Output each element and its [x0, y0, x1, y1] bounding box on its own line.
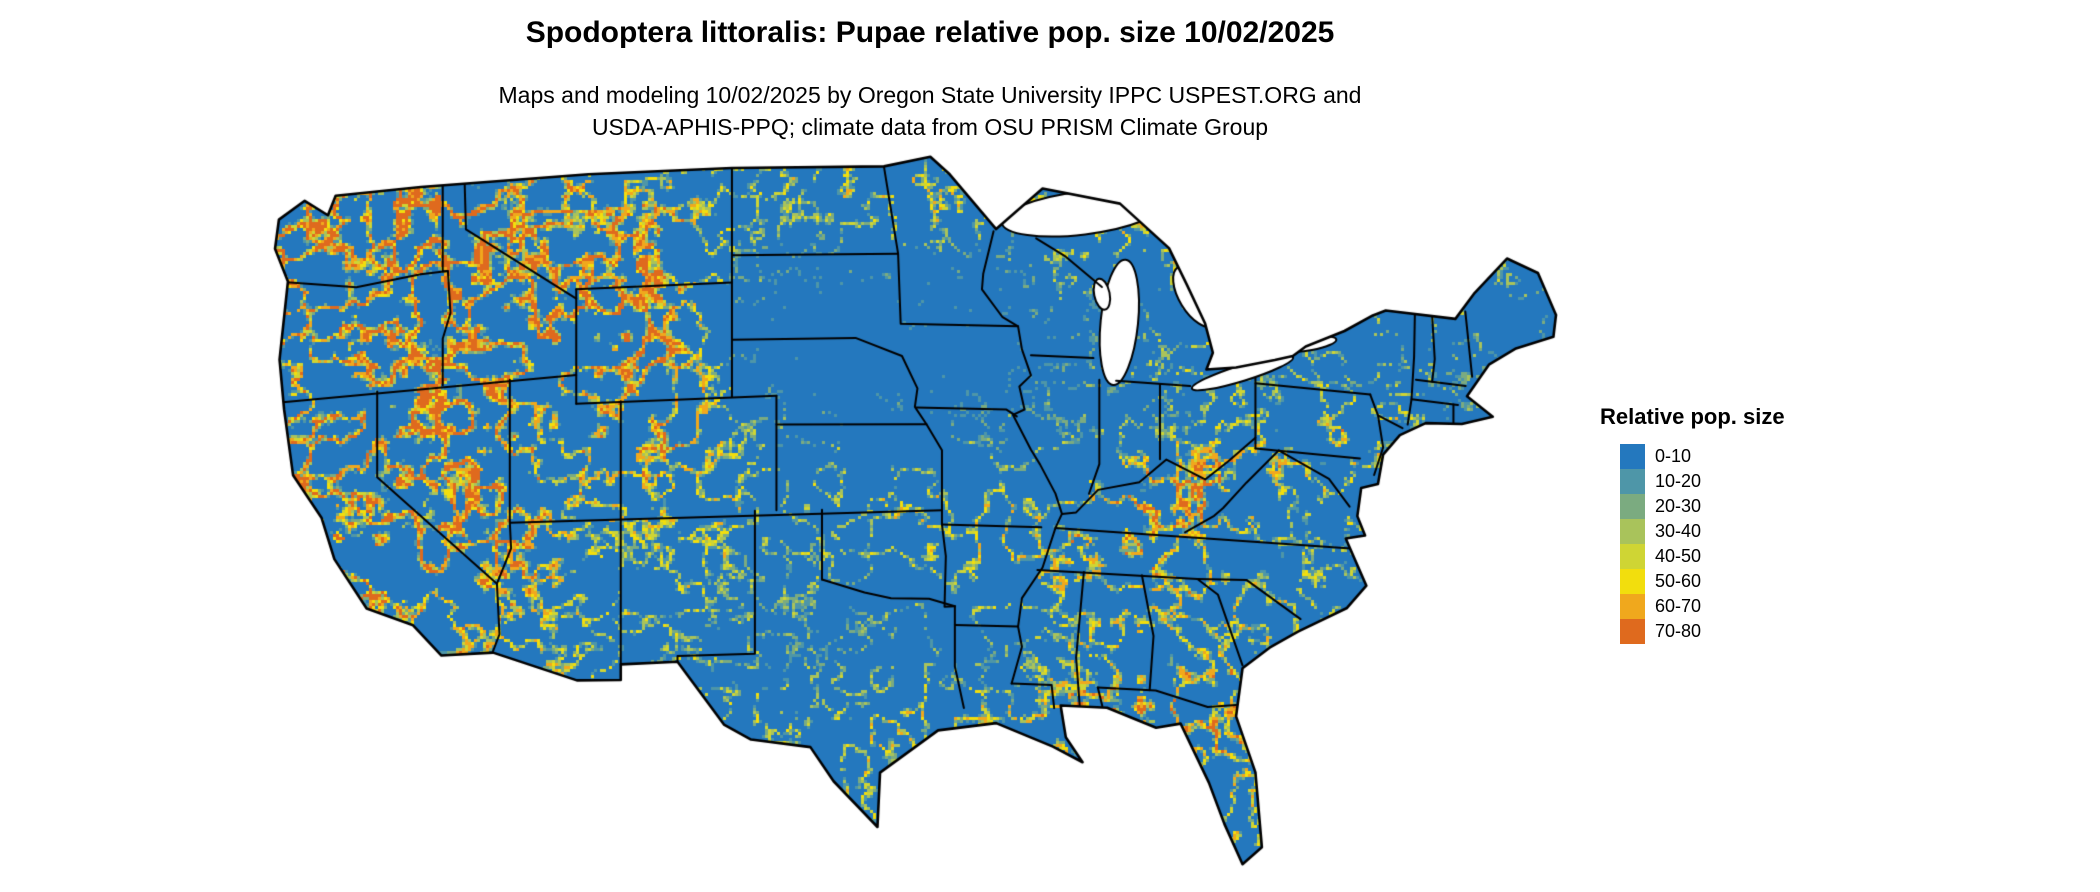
- legend-swatch: [1620, 444, 1645, 469]
- legend-item: 50-60: [1620, 569, 1785, 594]
- legend-item: 70-80: [1620, 619, 1785, 644]
- subtitle-line-1: Maps and modeling 10/02/2025 by Oregon S…: [498, 81, 1362, 108]
- legend-swatch: [1620, 594, 1645, 619]
- legend-swatch: [1620, 569, 1645, 594]
- subtitle-line-2: USDA-APHIS-PPQ; climate data from OSU PR…: [591, 113, 1269, 140]
- legend-label: 10-20: [1655, 471, 1702, 491]
- legend-swatch: [1620, 544, 1645, 569]
- legend-item: 10-20: [1620, 469, 1785, 494]
- legend-item: 60-70: [1620, 594, 1785, 619]
- legend-swatch: [1620, 469, 1645, 494]
- figure-header: Spodoptera littoralis: Pupae relative po…: [0, 16, 1860, 143]
- legend-swatch: [1620, 619, 1645, 644]
- legend-title: Relative pop. size: [1600, 404, 1785, 429]
- legend-label: 0-10: [1655, 446, 1692, 466]
- legend-items: 0-10 10-20 20-30 30-40 40-50 50-60 60-70 70-80: [1620, 444, 1785, 644]
- legend-item: 0-10: [1620, 444, 1785, 469]
- legend-label: 40-50: [1655, 546, 1702, 566]
- legend-item: 30-40: [1620, 519, 1785, 544]
- legend-swatch: [1620, 494, 1645, 519]
- legend-label: 30-40: [1655, 521, 1702, 541]
- legend-item: 40-50: [1620, 544, 1785, 569]
- legend-label: 60-70: [1655, 596, 1702, 616]
- legend-label: 50-60: [1655, 571, 1702, 591]
- map-legend: Relative pop. size 0-10 10-20 20-30 30-40 40…: [1600, 404, 1785, 644]
- page-title: Spodoptera littoralis: Pupae relative po…: [525, 16, 1335, 49]
- legend-label: 70-80: [1655, 621, 1702, 641]
- legend-swatch: [1620, 519, 1645, 544]
- legend-item: 20-30: [1620, 494, 1785, 519]
- legend-label: 20-30: [1655, 496, 1702, 516]
- us-choropleth-map: [258, 150, 1558, 892]
